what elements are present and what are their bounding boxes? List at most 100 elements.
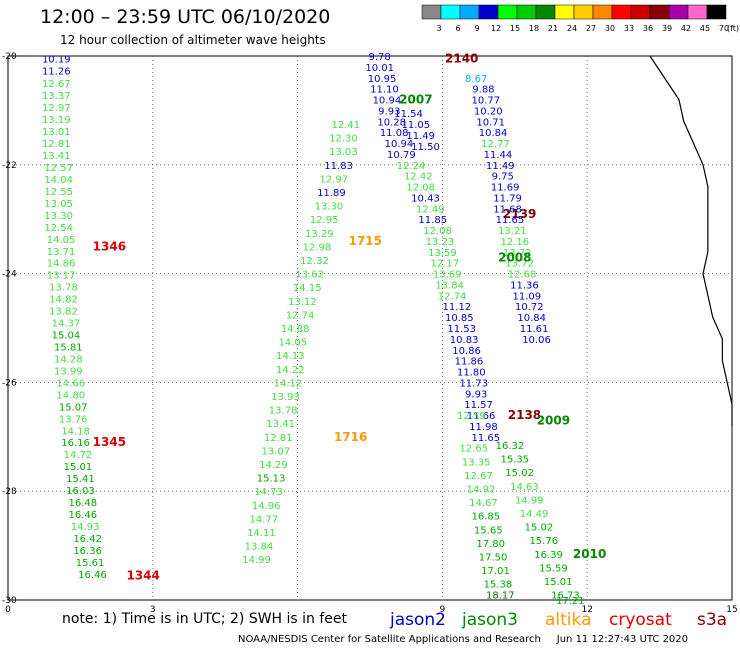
wave-height-value: 14.15 (293, 283, 322, 294)
pass-number-label: 2140 (445, 52, 478, 66)
wave-height-value: 11.12 (443, 302, 472, 313)
wave-height-value: 13.78 (269, 406, 298, 417)
wave-height-value: 11.49 (406, 131, 435, 142)
wave-height-value: 14.63 (510, 482, 539, 493)
wave-height-value: 11.80 (457, 368, 486, 379)
wave-height-value: 9.78 (369, 52, 391, 63)
wave-height-value: 14.73 (254, 487, 283, 498)
wave-height-value: 13.23 (426, 237, 455, 248)
x-tick-label: 9 (440, 605, 446, 615)
wave-height-value: 11.05 (402, 120, 431, 131)
wave-height-value: 14.96 (252, 501, 281, 512)
wave-height-value: 12.74 (438, 291, 467, 302)
scale-swatch (478, 4, 499, 20)
wave-height-value: 12.81 (42, 139, 71, 150)
wave-height-value: 16.85 (472, 512, 501, 523)
scale-swatch (459, 4, 480, 20)
wave-height-value: 11.26 (42, 67, 71, 78)
scale-label: 70 (719, 24, 729, 33)
legend-item: jason3 (462, 610, 518, 630)
wave-height-value: 10.83 (450, 335, 479, 346)
wave-height-value: 10.85 (445, 313, 474, 324)
wave-height-value: 13.99 (54, 366, 83, 377)
wave-height-value: 15.61 (76, 558, 105, 569)
wave-height-value: 13.37 (42, 91, 71, 102)
wave-height-value: 14.93 (71, 522, 100, 533)
wave-height-value: 14.22 (276, 365, 305, 376)
y-tick-label: -30 (2, 596, 17, 606)
scale-swatch (649, 4, 670, 20)
coastline (649, 55, 733, 426)
wave-height-value: 12.95 (310, 215, 339, 226)
wave-height-value: 12.59 (457, 411, 486, 422)
wave-height-value: 11.79 (493, 193, 522, 204)
legend-item: cryosat (609, 610, 672, 630)
scale-swatch (554, 4, 575, 20)
wave-height-value: 11.89 (317, 188, 346, 199)
wave-height-value: 9.93 (378, 106, 400, 117)
wave-height-value: 12.65 (459, 444, 488, 455)
coastline-path (649, 55, 733, 426)
wave-height-value: 10.06 (522, 335, 551, 346)
wave-height-value: 10.86 (452, 346, 481, 357)
wave-height-value: 13.19 (42, 115, 71, 126)
map-frame (7, 55, 733, 601)
units-note: note: 1) Time is in UTC; 2) SWH is in fe… (62, 611, 348, 627)
wave-height-value: 12.16 (500, 237, 529, 248)
wave-height-value: 12.81 (264, 433, 293, 444)
wave-height-value: 10.95 (368, 74, 397, 85)
wave-height-value: 15.59 (539, 563, 568, 574)
scale-swatch (592, 4, 613, 20)
wave-height-value: 12.41 (332, 120, 361, 131)
wave-height-value: 13.62 (295, 270, 324, 281)
wave-height-value: 11.86 (455, 357, 484, 368)
wave-height-value: 12.67 (464, 471, 493, 482)
wave-height-value: 10.43 (411, 193, 440, 204)
y-tick-label: -28 (2, 487, 17, 497)
wave-height-value: 11.66 (467, 411, 496, 422)
wave-height-value: 10.94 (385, 139, 414, 150)
scale-label: 42 (681, 24, 691, 33)
footer-credit: NOAA/NESDIS Center for Satellite Applica… (238, 634, 688, 645)
wave-height-value: 14.88 (281, 324, 310, 335)
wave-height-value: 11.83 (324, 161, 353, 172)
wave-height-value: 9.93 (465, 389, 487, 400)
wave-height-value: 16.48 (68, 498, 97, 509)
wave-height-value: 12.49 (416, 204, 445, 215)
wave-height-value: 10.71 (476, 117, 505, 128)
wave-height-value: 13.84 (245, 542, 274, 553)
wave-height-value: 13.30 (44, 211, 73, 222)
wave-height-value: 12.57 (44, 163, 73, 174)
wave-height-value: 13.72 (505, 259, 534, 270)
wave-height-value: 11.50 (411, 142, 440, 153)
wave-height-value: 14.99 (515, 495, 544, 506)
scale-swatch (611, 4, 632, 20)
wave-height-value: 16.46 (68, 510, 97, 521)
scale-label: 30 (605, 24, 615, 33)
wave-height-value: 10.19 (42, 55, 71, 66)
wave-height-value: 15.02 (505, 468, 534, 479)
pass-number-label: 2010 (573, 547, 606, 561)
scale-swatch (706, 4, 727, 20)
wave-height-value: 11.54 (394, 109, 423, 120)
wave-height-value: 10.79 (387, 150, 416, 161)
wave-height-value: 14.72 (64, 450, 93, 461)
wave-height-value: 14.12 (274, 378, 303, 389)
scale-swatch (497, 4, 518, 20)
wave-height-value: 12.42 (404, 172, 433, 183)
wave-height-value: 14.82 (49, 295, 78, 306)
wave-height-value: 14.80 (56, 390, 85, 401)
x-tick-label: 15 (726, 605, 737, 615)
y-tick-label: -24 (2, 270, 17, 280)
wave-height-value: 12.55 (44, 187, 73, 198)
wave-height-value: 12.17 (430, 259, 459, 270)
wave-height-value: 11.44 (484, 150, 513, 161)
wave-height-value: 14.29 (259, 460, 288, 471)
wave-height-value: 14.37 (52, 319, 81, 330)
scale-swatch (668, 4, 689, 20)
legend-item: s3a (697, 610, 728, 630)
wave-height-value: 10.01 (365, 63, 394, 74)
pass-number-label: 1344 (126, 569, 159, 583)
wave-height-value: 12.67 (42, 79, 71, 90)
